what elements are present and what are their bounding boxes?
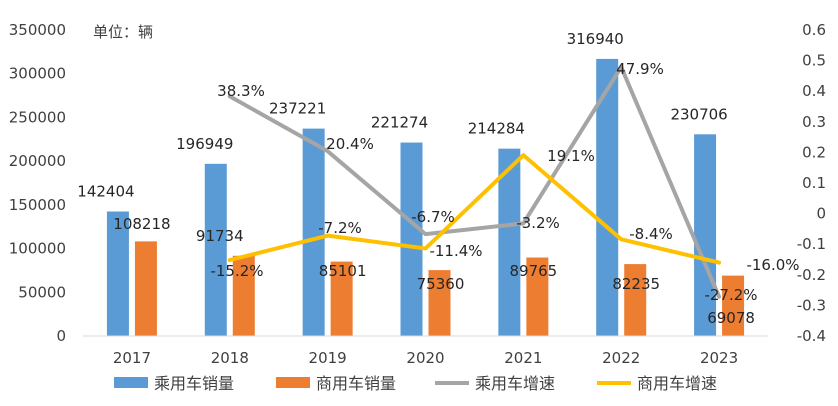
y2-tick-label: 0.2 xyxy=(802,143,826,161)
x-tick-label: 2021 xyxy=(504,349,542,367)
y2-tick-label: 0.6 xyxy=(802,21,826,39)
y2-tick-label: 0.1 xyxy=(802,174,826,192)
legend-swatch xyxy=(114,377,148,388)
y-tick-label: 200000 xyxy=(9,152,66,170)
y2-tick-label: 0.5 xyxy=(802,52,826,70)
line-passenger-growth xyxy=(227,65,722,299)
data-label-commercial-sales: 75360 xyxy=(417,275,465,293)
x-tick-label: 2020 xyxy=(406,349,444,367)
y-tick-label: 50000 xyxy=(18,283,66,301)
y2-tick-label: -0.4 xyxy=(797,327,826,345)
y2-tick-label: 0 xyxy=(816,205,826,223)
line-commercial-growth xyxy=(227,153,722,265)
data-label-commercial-sales: 82235 xyxy=(612,275,660,293)
data-label-passenger-sales: 142404 xyxy=(77,182,134,200)
y-tick-label: 150000 xyxy=(9,196,66,214)
y2-tick-label: -0.2 xyxy=(797,266,826,284)
y2-tick-label: -0.1 xyxy=(797,235,826,253)
data-label-passenger-growth: -6.7% xyxy=(411,208,455,226)
bar-passenger xyxy=(302,128,325,336)
x-tick-label: 2023 xyxy=(700,349,738,367)
data-label-commercial-growth: 19.1% xyxy=(547,147,595,165)
legend-swatch xyxy=(276,377,310,388)
data-label-commercial-growth: -16.0% xyxy=(746,256,799,274)
data-label-passenger-sales: 196949 xyxy=(176,135,233,153)
bar-passenger xyxy=(400,142,423,336)
data-label-passenger-growth: -27.2% xyxy=(704,286,757,304)
x-tick-label: 2019 xyxy=(309,349,347,367)
bar-commercial xyxy=(134,241,157,336)
bar-passenger xyxy=(596,58,619,337)
y-tick-label: 300000 xyxy=(9,65,66,83)
data-label-passenger-growth: 38.3% xyxy=(217,82,265,100)
bar-passenger xyxy=(694,134,717,336)
bar-commercial xyxy=(428,270,451,336)
bars-layer xyxy=(106,58,745,337)
legend-label: 乘用车增速 xyxy=(475,374,555,393)
bar-commercial xyxy=(526,257,549,336)
x-tick-label: 2022 xyxy=(602,349,640,367)
data-label-commercial-sales: 85101 xyxy=(319,262,367,280)
data-label-passenger-sales: 214284 xyxy=(468,120,525,138)
data-label-commercial-sales: 69078 xyxy=(707,309,755,327)
legend: 乘用车销量 商用车销量 乘用车增速 商用车增速 xyxy=(114,374,717,393)
y-tick-label: 350000 xyxy=(9,21,66,39)
x-tick-label: 2017 xyxy=(113,349,151,367)
x-tick-label: 2018 xyxy=(211,349,249,367)
data-label-passenger-sales: 316940 xyxy=(567,30,624,48)
y2-tick-label: -0.3 xyxy=(797,296,826,314)
bar-passenger xyxy=(106,211,129,336)
data-label-passenger-growth: 47.9% xyxy=(616,60,664,78)
data-labels-layer: 142404 196949 237221 221274 214284 316940 2307… xyxy=(77,30,799,327)
bar-commercial xyxy=(232,255,255,336)
data-label-passenger-growth: -3.2% xyxy=(516,214,560,232)
data-label-commercial-sales: 91734 xyxy=(196,227,244,245)
data-label-commercial-growth: -8.4% xyxy=(629,225,673,243)
legend-label: 商用车增速 xyxy=(637,374,717,393)
data-label-commercial-growth: -11.4% xyxy=(429,242,482,260)
lines-layer xyxy=(227,65,722,299)
data-label-commercial-growth: -7.2% xyxy=(318,219,362,237)
data-label-passenger-sales: 237221 xyxy=(269,100,326,118)
y2-tick-label: 0.3 xyxy=(802,113,826,131)
legend-label: 乘用车销量 xyxy=(154,374,234,393)
y-tick-label: 250000 xyxy=(9,108,66,126)
bar-commercial xyxy=(330,261,353,336)
unit-label: 单位：辆 xyxy=(93,23,153,41)
data-label-commercial-sales: 108218 xyxy=(113,215,170,233)
y-tick-label: 100000 xyxy=(9,240,66,258)
legend-label: 商用车销量 xyxy=(316,374,396,393)
data-label-passenger-growth: 20.4% xyxy=(326,135,374,153)
bar-commercial xyxy=(722,275,745,336)
data-label-passenger-sales: 221274 xyxy=(371,114,428,132)
y-tick-label: 0 xyxy=(56,327,66,345)
axes-layer: 0 50000 100000 150000 200000 250000 300000 3500… xyxy=(9,21,826,367)
bar-passenger xyxy=(498,148,521,336)
y2-tick-label: 0.4 xyxy=(802,82,826,100)
data-label-passenger-sales: 230706 xyxy=(670,105,727,123)
bar-passenger xyxy=(204,163,227,336)
data-label-commercial-growth: -15.2% xyxy=(210,262,263,280)
bar-commercial xyxy=(624,264,647,336)
data-label-commercial-sales: 89765 xyxy=(509,262,557,280)
